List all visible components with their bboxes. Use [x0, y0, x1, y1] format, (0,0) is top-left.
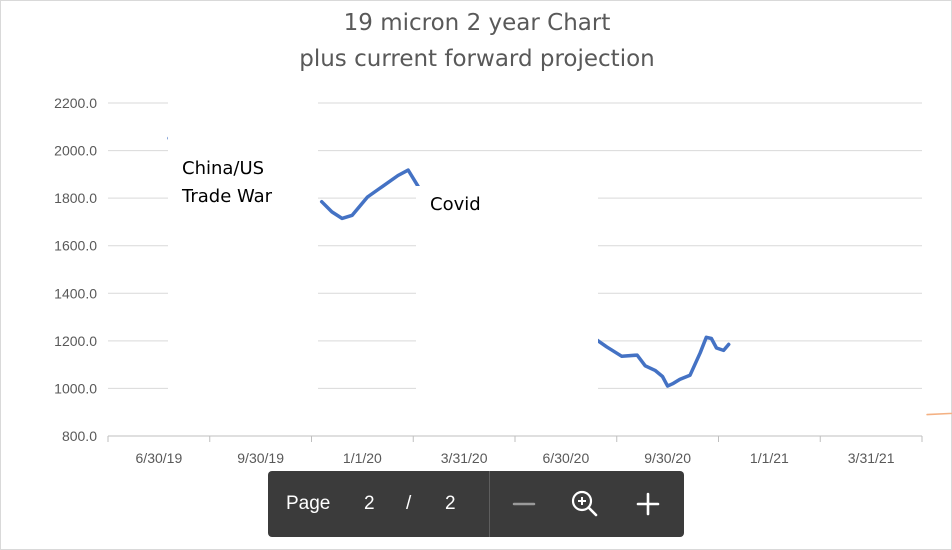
page-label: Page — [286, 493, 331, 514]
annotation-mask-left — [168, 90, 318, 435]
y-tick-label: 1200.0 — [54, 333, 97, 349]
pdf-page-toolbar: Page 2 / 2 — [268, 471, 684, 537]
chart-title-line-1: 19 micron 2 year Chart — [344, 10, 611, 36]
y-tick-label: 800.0 — [62, 428, 97, 444]
y-tick-label: 1000.0 — [54, 380, 97, 396]
page-separator: / — [406, 493, 412, 514]
x-tick-label: 6/30/20 — [543, 450, 590, 466]
annotation-mask-right — [416, 186, 598, 435]
y-tick-label: 2000.0 — [54, 143, 97, 159]
x-tick-label: 3/31/20 — [441, 450, 488, 466]
x-tick-label: 9/30/19 — [237, 450, 284, 466]
current-page-number[interactable]: 2 — [364, 493, 375, 514]
annotations: China/US Trade War Covid — [168, 90, 598, 435]
series-1-segment-0 — [926, 412, 952, 416]
x-axis: 6/30/19 9/30/19 1/1/20 3/31/20 6/30/20 9/30/2… — [107, 435, 923, 466]
toolbar-divider — [489, 471, 490, 537]
y-tick-label: 1400.0 — [54, 285, 97, 301]
zoom-in-button[interactable] — [628, 485, 668, 523]
annotation-trade-war: Trade War — [181, 186, 273, 207]
zoom-in-icon — [571, 490, 598, 517]
y-tick-label: 1600.0 — [54, 238, 97, 254]
y-axis: 2200.0 2000.0 1800.0 1600.0 1400.0 1200.0 1000… — [54, 95, 97, 444]
y-tick-label: 2200.0 — [54, 95, 97, 111]
series-0-segment-2 — [553, 322, 731, 388]
zoom-out-button[interactable] — [504, 485, 544, 523]
annotation-china-us: China/US — [182, 158, 264, 179]
zoom-fit-button[interactable] — [565, 485, 605, 523]
x-tick-label: 1/1/21 — [750, 450, 789, 466]
minus-icon — [512, 502, 536, 506]
x-tick-label: 3/31/21 — [848, 450, 895, 466]
y-tick-label: 1800.0 — [54, 190, 97, 206]
total-pages: 2 — [445, 493, 456, 514]
x-tick-label: 1/1/20 — [343, 450, 382, 466]
annotation-covid: Covid — [430, 194, 481, 215]
x-tick-label: 9/30/20 — [644, 450, 691, 466]
chart-title: 19 micron 2 year Chart plus current forw… — [299, 10, 655, 72]
x-tick-label: 6/30/19 — [136, 450, 183, 466]
plus-icon — [636, 492, 660, 516]
chart-title-line-2: plus current forward projection — [299, 46, 655, 72]
